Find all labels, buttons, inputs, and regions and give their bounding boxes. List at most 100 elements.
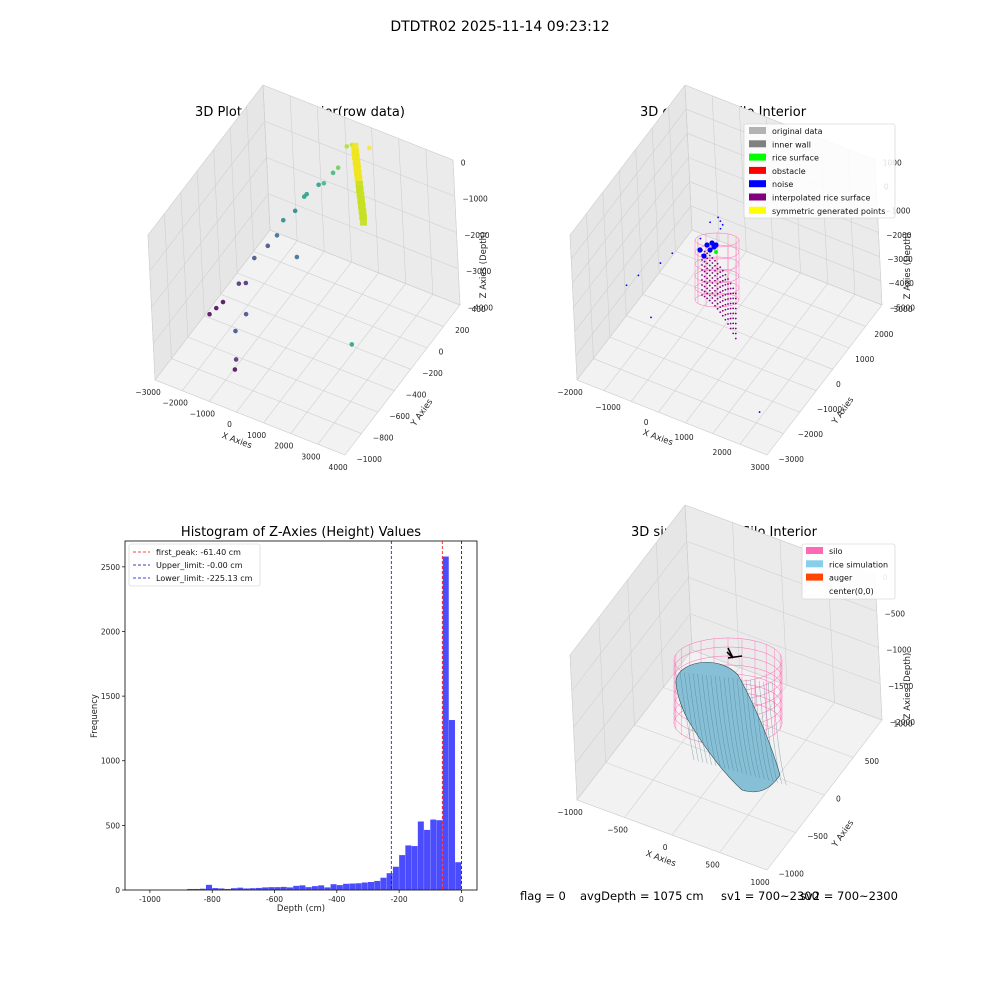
classify-box-gridline bbox=[659, 272, 850, 349]
panel-simulation-zlabel: Z Axies (Depth) bbox=[903, 653, 913, 720]
classify-interp-point bbox=[734, 327, 737, 330]
histogram-bar bbox=[392, 866, 399, 890]
classify-box-gridline bbox=[689, 181, 880, 257]
classify-interp-point bbox=[708, 274, 711, 277]
classify-interp-point bbox=[703, 260, 706, 263]
classify-interp-point bbox=[714, 299, 716, 302]
histogram-bar bbox=[224, 888, 231, 890]
classify-interp-point bbox=[714, 294, 716, 297]
simulation-surface-mesh bbox=[750, 679, 765, 780]
classify-interp-point bbox=[721, 309, 724, 312]
histogram-bar bbox=[330, 884, 337, 890]
raw-point bbox=[292, 208, 298, 214]
histogram-xtick: -800 bbox=[204, 895, 221, 904]
classify-interp-point bbox=[708, 279, 711, 282]
classify-noise-point bbox=[717, 216, 720, 219]
histogram-bar bbox=[442, 556, 449, 890]
panel-simulation-ticks: −1000−5000500100010005000−500−10000−500−… bbox=[557, 573, 915, 887]
simulation-legend-label: silo bbox=[829, 547, 843, 556]
histogram-ytick: 0 bbox=[115, 886, 120, 895]
classify-xtick: 1000 bbox=[675, 433, 694, 442]
classify-legend-frame bbox=[743, 123, 896, 219]
simulation-box-gridline bbox=[576, 799, 768, 871]
classify-interp-point bbox=[706, 287, 709, 290]
raw-box-gridline bbox=[154, 229, 271, 381]
classify-ztick: −3000 bbox=[887, 255, 913, 264]
classify-interp-point bbox=[719, 281, 722, 284]
simulation-surface-mesh bbox=[741, 678, 756, 777]
classify-interp-point bbox=[721, 274, 724, 277]
simulation-ytick: 0 bbox=[836, 795, 841, 804]
raw-point bbox=[220, 299, 226, 305]
classify-interp-point bbox=[714, 289, 716, 292]
classify-interp-point bbox=[729, 287, 732, 290]
simulation-auger bbox=[726, 647, 743, 659]
classify-interp-point bbox=[706, 282, 709, 285]
simulation-surface-mesh bbox=[723, 676, 739, 773]
histogram-xtick: -200 bbox=[391, 895, 408, 904]
histogram-bar bbox=[230, 888, 237, 890]
simulation-legend-label: rice simulation bbox=[829, 560, 888, 569]
classify-noise-cluster bbox=[709, 240, 715, 246]
raw-box-gridline bbox=[317, 294, 434, 445]
raw-box-gridline bbox=[181, 240, 298, 391]
classify-interp-point bbox=[706, 297, 709, 300]
raw-box-gridline bbox=[263, 272, 379, 424]
simulation-legend-swatch bbox=[806, 573, 823, 581]
simulation-box-gridline bbox=[688, 577, 879, 648]
histogram-bar bbox=[324, 887, 331, 890]
raw-ztick: −3000 bbox=[466, 267, 492, 276]
raw-box-gridline bbox=[236, 261, 352, 413]
classify-interp-point bbox=[729, 292, 732, 295]
classify-interp-point bbox=[716, 297, 719, 300]
classify-interp-point bbox=[716, 287, 719, 290]
classify-interp-point bbox=[703, 280, 706, 283]
classify-interp-point bbox=[729, 307, 732, 310]
histogram-bar bbox=[355, 883, 362, 890]
raw-box-gridline bbox=[153, 193, 269, 344]
simulation-surface-mesh bbox=[719, 676, 734, 771]
classify-interp-point bbox=[729, 312, 732, 315]
classify-interp-point bbox=[714, 284, 716, 287]
raw-box-gridline bbox=[171, 358, 362, 434]
simulation-surface-mesh bbox=[767, 681, 783, 785]
classify-interp-point bbox=[716, 267, 719, 270]
simulation-legend-label: auger bbox=[829, 574, 853, 583]
classify-interp-point bbox=[734, 317, 737, 320]
simulation-ztick: −500 bbox=[884, 609, 905, 618]
raw-ytick: −400 bbox=[406, 390, 427, 399]
classify-xtick: 2000 bbox=[713, 448, 732, 457]
histogram-bar bbox=[286, 887, 294, 890]
simulation-box-gridline bbox=[575, 613, 691, 764]
classify-interp-point bbox=[727, 298, 729, 300]
classify-box-gridline bbox=[642, 294, 833, 370]
raw-box-gridline bbox=[269, 229, 461, 306]
classify-ztick: −2000 bbox=[886, 231, 912, 240]
classify-interp-point bbox=[703, 265, 706, 268]
histogram-bar bbox=[380, 877, 387, 890]
classify-box-gridline bbox=[573, 157, 689, 308]
raw-point bbox=[274, 233, 280, 238]
histogram-ytick: 2500 bbox=[101, 563, 120, 572]
classify-interp-point bbox=[727, 308, 729, 310]
raw-point bbox=[265, 243, 271, 249]
classify-legend-label: inner wall bbox=[772, 140, 811, 149]
footer-flag: flag = 0 bbox=[520, 889, 566, 903]
classify-interp-point bbox=[711, 272, 714, 274]
simulation-xtick: −1000 bbox=[557, 808, 583, 817]
classify-legend-label: original data bbox=[772, 127, 823, 136]
raw-ztick: −4000 bbox=[468, 303, 494, 312]
classify-interp-point bbox=[727, 293, 729, 295]
simulation-surface-mesh bbox=[759, 680, 774, 782]
classify-interp-point bbox=[714, 304, 716, 307]
simulation-box-gridline bbox=[569, 504, 686, 656]
raw-box-gridline bbox=[187, 336, 378, 413]
panel-simulation-ylabel: Y Axies bbox=[830, 818, 857, 850]
simulation-legend-swatch bbox=[806, 560, 823, 568]
raw-ytick: −600 bbox=[389, 412, 410, 421]
panel-raw-ylabel: Y Axies bbox=[409, 397, 436, 429]
classify-interp-point bbox=[729, 327, 732, 330]
histogram-bar bbox=[417, 821, 424, 890]
classify-interp-point bbox=[724, 303, 727, 306]
